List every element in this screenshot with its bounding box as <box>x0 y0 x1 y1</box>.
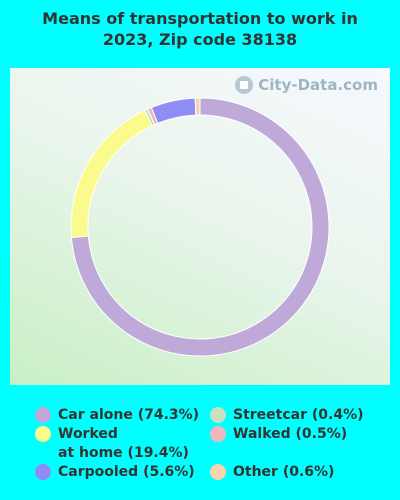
legend-item: Other (0.6%) <box>210 463 334 482</box>
watermark-text: City-Data.com <box>258 76 378 94</box>
chart-legend: Car alone (74.3%) Worked at home (19.4%) Ca… <box>0 400 400 500</box>
donut-slice-worked-at-home <box>70 109 153 238</box>
chart-title-line-2: 2023, Zip code 38138 <box>102 30 298 49</box>
legend-swatch <box>210 407 226 423</box>
donut-slice-carpooled <box>150 97 197 124</box>
legend-item: Worked at home (19.4%) <box>35 425 189 463</box>
legend-label-line: Other (0.6%) <box>233 464 335 480</box>
donut-chart <box>70 97 330 357</box>
chart-title: Means of transportation to work in 2023,… <box>0 8 400 50</box>
legend-item: Streetcar (0.4%) <box>210 406 364 425</box>
legend-swatch <box>35 464 51 480</box>
legend-label: Car alone (74.3%) <box>58 406 199 425</box>
legend-swatch <box>210 464 226 480</box>
legend-item: Walked (0.5%) <box>210 425 347 444</box>
legend-label: Worked at home (19.4%) <box>58 425 189 463</box>
legend-swatch <box>35 407 51 423</box>
legend-label-line: at home (19.4%) <box>58 445 189 461</box>
city-data-logo-icon <box>235 76 254 94</box>
legend-label: Streetcar (0.4%) <box>233 406 364 425</box>
legend-label-line: Carpooled (5.6%) <box>58 464 195 480</box>
legend-swatch <box>210 426 226 442</box>
legend-label-line: Worked <box>58 426 118 442</box>
legend-label-line: Streetcar (0.4%) <box>233 407 364 423</box>
legend-label-line: Walked (0.5%) <box>233 426 348 442</box>
watermark: City-Data.com <box>235 76 378 94</box>
legend-swatch <box>35 426 51 442</box>
legend-label: Carpooled (5.6%) <box>58 463 195 482</box>
chart-panel: City-Data.com <box>10 68 390 385</box>
legend-label-line: Car alone (74.3%) <box>58 407 200 423</box>
donut-slice-car-alone <box>70 97 330 357</box>
chart-title-line-1: Means of transportation to work in <box>42 9 358 28</box>
legend-label: Other (0.6%) <box>233 463 334 482</box>
legend-item: Car alone (74.3%) <box>35 406 199 425</box>
legend-label: Walked (0.5%) <box>233 425 347 444</box>
legend-item: Carpooled (5.6%) <box>35 463 195 482</box>
donut-slice-other <box>194 97 201 116</box>
